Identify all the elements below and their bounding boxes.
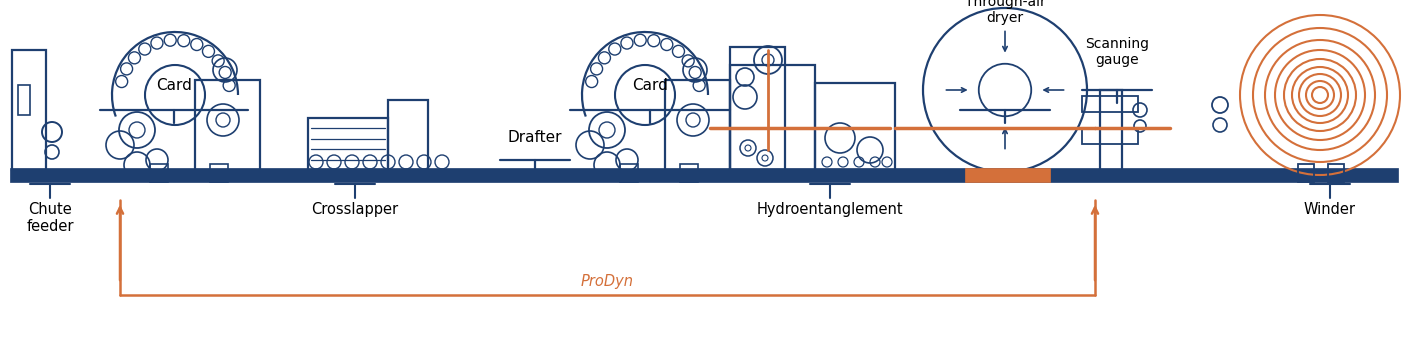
Bar	[308, 118, 389, 170]
Bar	[1082, 96, 1139, 112]
Text: Chute
feeder: Chute feeder	[27, 202, 74, 234]
Text: Through-air
dryer: Through-air dryer	[964, 0, 1045, 25]
Bar	[730, 65, 815, 170]
Bar	[1082, 128, 1139, 144]
Bar	[966, 168, 1049, 182]
Text: Drafter: Drafter	[508, 130, 563, 145]
Bar	[210, 164, 228, 182]
Bar	[620, 164, 638, 182]
Text: Crosslapper: Crosslapper	[312, 202, 398, 217]
Bar	[11, 50, 45, 170]
Bar	[1100, 90, 1122, 170]
Bar	[730, 47, 786, 170]
Bar	[815, 83, 895, 170]
Bar	[196, 80, 259, 170]
Text: Card: Card	[156, 78, 191, 93]
Bar	[1297, 164, 1314, 182]
Bar	[665, 80, 730, 170]
Text: Winder: Winder	[1305, 202, 1356, 217]
Bar	[150, 164, 167, 182]
Text: Card: Card	[632, 78, 668, 93]
Bar	[1329, 164, 1344, 182]
Bar	[18, 85, 30, 115]
Text: Scanning
gauge: Scanning gauge	[1085, 37, 1149, 67]
Bar	[389, 100, 428, 170]
Text: ProDyn: ProDyn	[581, 274, 634, 289]
Text: Hydroentanglement: Hydroentanglement	[757, 202, 903, 217]
Bar	[681, 164, 698, 182]
Bar	[10, 168, 1398, 182]
